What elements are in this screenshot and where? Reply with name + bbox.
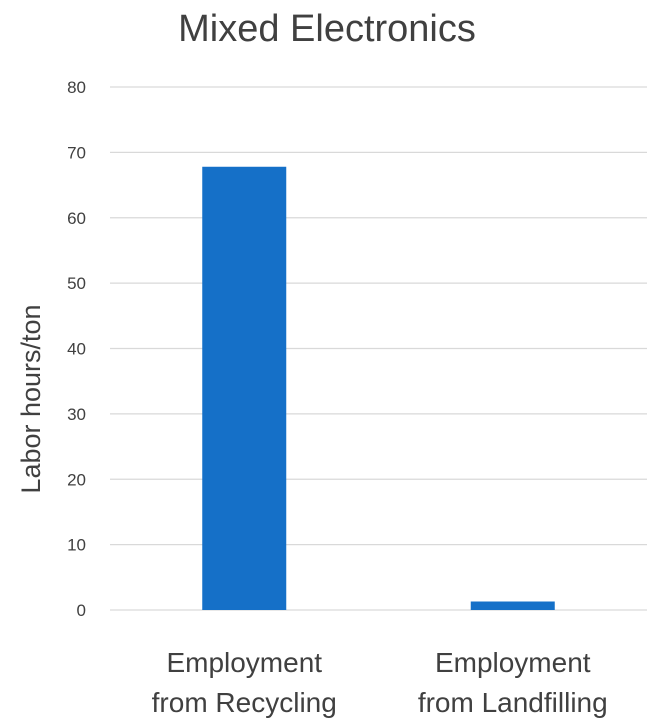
x-category-label-1: Employment from Recycling: [152, 647, 337, 718]
x-category-label-2: Employment from Landfilling: [418, 647, 608, 718]
y-tick-label-40: 40: [67, 340, 86, 359]
gridlines: [110, 86, 647, 611]
y-tick-label-10: 10: [67, 536, 86, 555]
y-axis-label: Labor hours/ton: [16, 304, 46, 493]
y-tick-label-60: 60: [67, 209, 86, 228]
bar-1: [202, 166, 287, 610]
bars: [202, 166, 555, 610]
y-tick-label-0: 0: [77, 601, 86, 620]
y-tick-label-30: 30: [67, 405, 86, 424]
y-tick-label-20: 20: [67, 470, 86, 489]
y-tick-label-50: 50: [67, 274, 86, 293]
y-tick-label-70: 70: [67, 143, 86, 162]
x-axis-categories: Employment from Recycling Employment from L…: [152, 647, 608, 718]
bar-2: [470, 601, 555, 610]
y-tick-label-80: 80: [67, 78, 86, 97]
chart-title: Mixed Electronics: [178, 8, 476, 50]
y-axis-ticks: 0 10 20 30 40 50 60 70 80: [67, 78, 86, 620]
